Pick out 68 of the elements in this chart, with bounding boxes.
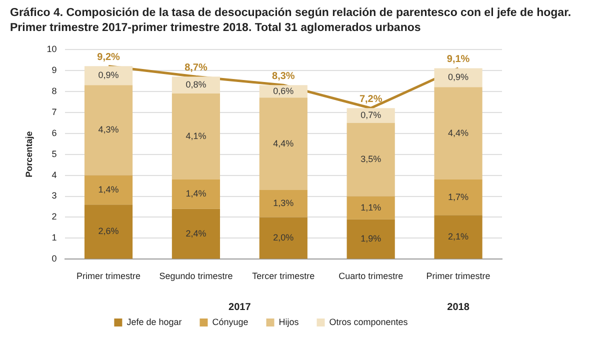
bar: [84, 175, 133, 205]
x-tick-label: Primer trimestre: [426, 271, 490, 282]
x-tick-label: Cuarto trimestre: [338, 271, 404, 282]
data-label: 1,3%: [273, 198, 294, 208]
chart-title: Gráfico 4. Composición de la tasa de desocupación según relación de parentesco con el jefe de hogar. Primer trimestre 2017-primer trimestre 2018. Total 31 aglomerados urbanos: [10, 6, 572, 36]
data-label: 8,7%: [184, 62, 208, 74]
data-label: 4,1%: [186, 130, 206, 141]
bar: [434, 179, 482, 216]
data-label: 9,1%: [446, 54, 470, 66]
data-label: 2,1%: [448, 231, 469, 242]
legend-label: Otros componentes: [329, 316, 408, 327]
bar: [434, 215, 482, 259]
y-tick-label: 6: [52, 128, 57, 138]
bar: [172, 93, 220, 180]
data-label: 9,2%: [97, 52, 120, 63]
bar: [259, 190, 308, 218]
text: 2018: [447, 302, 470, 313]
bar: [172, 208, 220, 259]
bar: [346, 196, 395, 220]
data-label: 0,9%: [98, 70, 119, 80]
bar: [259, 98, 308, 190]
data-label: 4,3%: [98, 124, 119, 135]
y-tick-label: 8: [52, 86, 57, 96]
x-tick-label: Segundo trimestre: [159, 271, 233, 282]
data-label: 2,6%: [98, 226, 119, 236]
data-label: 1,4%: [186, 188, 206, 199]
y-axis-title: Porcentaje: [24, 131, 34, 178]
bar: [346, 219, 395, 259]
bar: [172, 179, 220, 209]
bar: [346, 108, 395, 123]
data-label: 1,4%: [98, 184, 119, 194]
bar: [84, 66, 133, 86]
bar: [84, 85, 133, 176]
data-label: 3,5%: [360, 154, 382, 164]
y-tick-label: 2: [52, 212, 57, 222]
y-tick-label: 10: [46, 44, 57, 54]
y-tick-label: 0: [52, 254, 57, 264]
x-tick-label: Primer trimestre: [76, 271, 141, 282]
data-label: 8,3%: [272, 70, 295, 82]
legend-label: Jefe de hogar: [126, 316, 182, 327]
data-label: 4,4%: [448, 128, 469, 138]
data-label: 0,9%: [448, 72, 469, 82]
y-tick-label: 4: [52, 170, 57, 180]
data-label: 0,6%: [273, 86, 294, 96]
data-label: 1,7%: [448, 192, 469, 202]
legend-label: Hijos: [278, 316, 300, 327]
text: 2017: [228, 302, 252, 313]
bar: [259, 217, 308, 259]
legend-label: Cónyuge: [212, 316, 248, 327]
data-label: 0,8%: [186, 80, 206, 90]
data-label: 7,2%: [359, 94, 382, 105]
data-label: 4,4%: [273, 138, 294, 148]
bar: [434, 87, 482, 180]
data-label: 1,9%: [360, 234, 382, 244]
bar: [84, 204, 133, 259]
y-tick-label: 7: [52, 106, 57, 117]
bar: [434, 68, 482, 88]
y-tick-label: 1: [52, 232, 57, 243]
data-label: 0,7%: [360, 110, 382, 120]
bar: [346, 122, 395, 196]
data-label: 1,1%: [360, 202, 382, 212]
y-tick-label: 3: [52, 190, 57, 201]
data-label: 2,0%: [273, 232, 294, 242]
x-tick-label: Tercer trimestre: [252, 271, 315, 282]
y-tick-label: 5: [52, 148, 57, 159]
y-tick-label: 9: [52, 64, 57, 75]
bar: [172, 76, 220, 94]
data-label: 2,4%: [186, 228, 206, 238]
